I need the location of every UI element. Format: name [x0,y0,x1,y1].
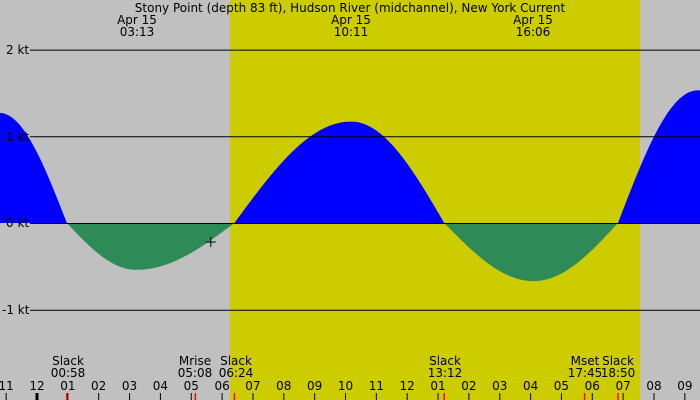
hour-tick-label: 07 [615,379,631,393]
hour-tick-label: 03 [121,379,138,393]
hour-tick-label: 10 [337,379,354,393]
y-tick-label-neg1: -1 kt [2,303,30,317]
grid-lines [30,49,700,311]
event-label-mrise: Mrise [178,354,212,368]
event-time-slack-4: 18:50 [600,366,636,380]
hour-tick-label: 04 [152,379,169,393]
hour-ticks [5,393,686,400]
event-time-mset: 17:45 [567,366,603,380]
top-label-time-3: 16:06 [515,25,551,39]
hour-tick-label: 07 [245,379,261,393]
hour-tick-label: 06 [214,379,230,393]
hour-tick-label: 02 [91,379,107,393]
hour-tick-label: 09 [307,379,323,393]
event-time-slack-3: 13:12 [427,366,463,380]
event-label-slack-1: Slack [52,354,84,368]
hour-tick-label: 11 [368,379,384,393]
event-label-slack-4: Slack [602,354,634,368]
hour-tick-label: 11 [0,379,14,393]
hour-tick-label: 12 [29,379,45,393]
event-time-slack-1: 00:58 [50,366,86,380]
top-label-time-2: 10:11 [333,25,369,39]
y-tick-label-1: 1 kt [6,130,30,144]
hour-tick-label: 04 [522,379,539,393]
hour-tick-label: 05 [183,379,199,393]
event-label-slack-3: Slack [429,354,461,368]
hour-tick-label: 06 [584,379,600,393]
hour-tick-label: 08 [646,379,662,393]
top-label-date-3: Apr 15 [513,13,553,27]
hour-tick-label: 03 [492,379,508,393]
y-tick-label-2: 2 kt [6,43,30,57]
hour-tick-label: 12 [399,379,415,393]
hour-tick-label: 08 [276,379,292,393]
event-time-mrise: 05:08 [177,366,213,380]
event-label-mset: Mset [570,354,600,368]
flood-area [0,90,700,224]
event-time-slack-2: 06:24 [218,366,254,380]
top-label-time-1: 03:13 [119,25,155,39]
hour-tick-label: 05 [553,379,570,393]
top-label-date-2: Apr 15 [331,13,371,27]
hour-tick-label: 02 [461,379,477,393]
event-label-slack-2: Slack [220,354,252,368]
current-time-marker [205,237,216,247]
chart-title: Stony Point (depth 83 ft), Hudson River … [134,1,566,15]
y-tick-label-0: 0 kt [6,216,30,230]
hour-tick-label: 01 [430,379,446,393]
ebb-area [0,223,700,282]
top-label-date-1: Apr 15 [117,13,157,27]
hour-tick-label: 09 [677,379,693,393]
hour-tick-label: 01 [60,379,76,393]
